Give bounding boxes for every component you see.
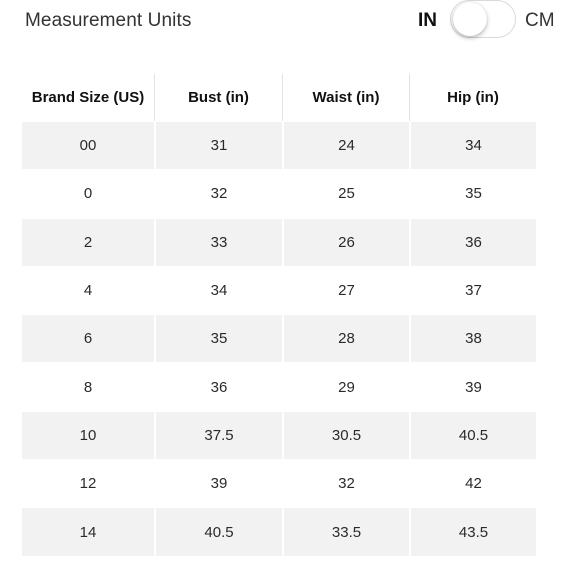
brand-size-cell: 4	[83, 282, 93, 300]
column-header-brand-size: Brand Size (US)	[31, 89, 145, 106]
waist-cell: 27	[282, 266, 409, 315]
brand-size-cell: 8	[83, 378, 93, 396]
bust-cell: 33	[154, 218, 282, 266]
table-row: 4 34 27 37	[22, 265, 536, 315]
waist-cell: 32	[282, 460, 409, 508]
table-row: 8 36 29 39	[22, 362, 536, 411]
hip-cell: 35	[409, 170, 536, 218]
brand-size-cell: 00	[22, 122, 154, 170]
hip-cell: 34	[409, 122, 536, 170]
hip-cell: 39	[409, 363, 536, 411]
waist-cell: 26	[282, 218, 409, 266]
waist-cell: 30.5	[282, 411, 409, 460]
hip-cell: 42	[409, 460, 536, 508]
table-row: 00 31 24 34	[22, 121, 536, 170]
waist-cell: 29	[282, 363, 409, 411]
brand-size-cell: 12	[79, 475, 97, 493]
hip-cell: 38	[409, 315, 536, 363]
toggle-knob	[453, 2, 487, 36]
waist-cell: 28	[282, 315, 409, 363]
column-header-bust: Bust (in)	[154, 74, 282, 121]
size-chart-table: Brand Size (US) Bust (in) Waist (in) Hip…	[22, 74, 536, 556]
bust-cell: 37.5	[154, 411, 282, 460]
waist-cell: 25	[282, 170, 409, 218]
bust-cell: 34	[154, 266, 282, 315]
measurement-units-header: Measurement Units IN CM	[0, 0, 580, 44]
bust-cell: 40.5	[154, 508, 282, 556]
hip-cell: 43.5	[409, 508, 536, 556]
hip-cell: 36	[409, 218, 536, 266]
table-row: 0 32 25 35	[22, 169, 536, 218]
hip-cell: 40.5	[409, 411, 536, 460]
bust-cell: 39	[154, 460, 282, 508]
unit-in-label[interactable]: IN	[418, 10, 437, 31]
table-header-row: Brand Size (US) Bust (in) Waist (in) Hip…	[22, 74, 536, 121]
bust-cell: 31	[154, 122, 282, 170]
brand-size-cell: 0	[83, 185, 93, 203]
unit-cm-label[interactable]: CM	[525, 10, 555, 31]
table-row: 14 40.5 33.5 43.5	[22, 507, 536, 556]
table-row: 10 37.5 30.5 40.5	[22, 410, 536, 460]
brand-size-cell: 14	[22, 508, 154, 556]
measurement-units-title: Measurement Units	[25, 10, 192, 31]
column-header-hip: Hip (in)	[409, 74, 536, 121]
brand-size-cell: 10	[22, 411, 154, 460]
brand-size-cell: 6	[22, 315, 154, 363]
hip-cell: 37	[409, 266, 536, 315]
table-row: 12 39 32 42	[22, 459, 536, 508]
waist-cell: 24	[282, 122, 409, 170]
bust-cell: 32	[154, 170, 282, 218]
bust-cell: 35	[154, 315, 282, 363]
column-header-waist: Waist (in)	[282, 74, 409, 121]
brand-size-cell: 2	[22, 218, 154, 266]
unit-toggle-switch[interactable]	[450, 0, 516, 38]
table-row: 2 33 26 36	[22, 217, 536, 266]
waist-cell: 33.5	[282, 508, 409, 556]
table-row: 6 35 28 38	[22, 314, 536, 363]
bust-cell: 36	[154, 363, 282, 411]
